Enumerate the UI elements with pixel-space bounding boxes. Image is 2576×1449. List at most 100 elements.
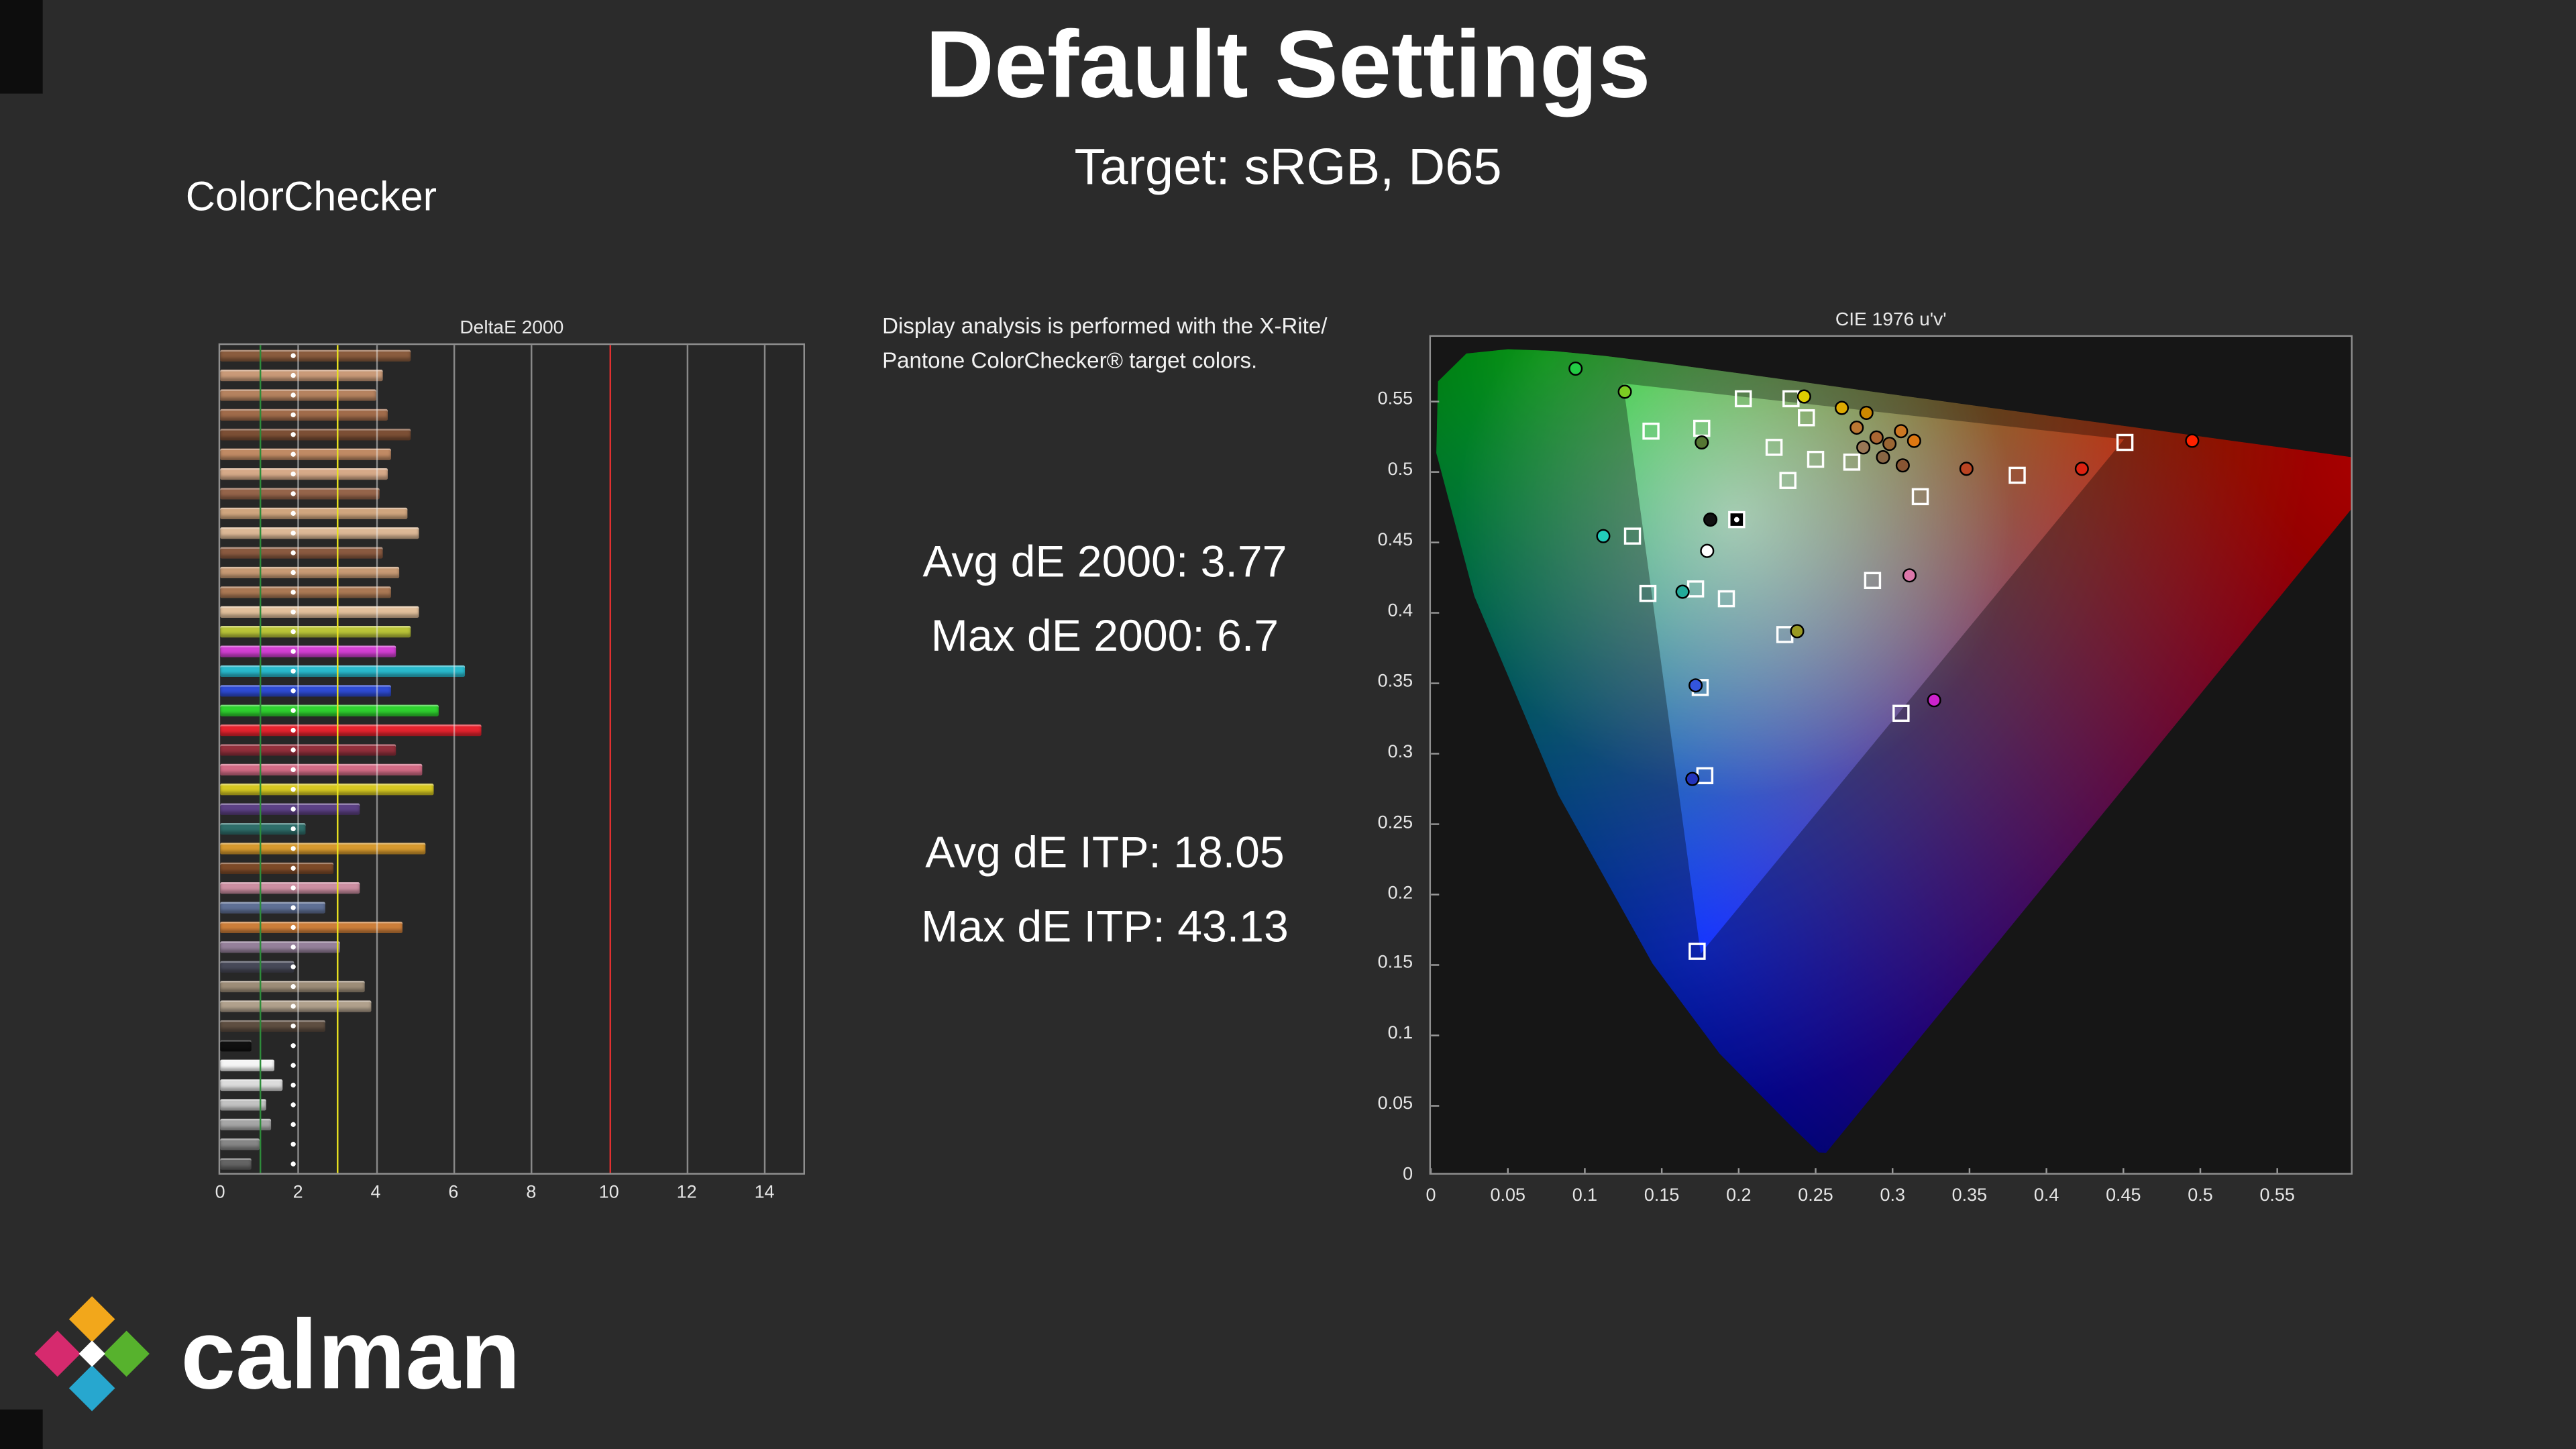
deltae-bar <box>220 526 419 539</box>
bar-marker-dot <box>291 963 297 969</box>
page-subtitle: Target: sRGB, D65 <box>1074 138 1502 196</box>
target-square <box>1623 527 1642 545</box>
deltae-bar <box>220 704 438 716</box>
out-of-gamut-dim-overlay <box>1436 349 2351 1153</box>
cie-data-points <box>1568 361 2200 960</box>
deltae-bar <box>220 605 419 617</box>
deltae2000-plot <box>218 343 806 1175</box>
deltae-bar <box>220 881 360 894</box>
analysis-note-line2: Pantone ColorChecker® target colors. <box>882 348 1258 373</box>
y-tick-label: 0.5 <box>1387 460 1413 480</box>
bar-marker-dot <box>291 943 297 949</box>
bar-marker-dot <box>291 747 297 752</box>
bar-marker-dot <box>291 608 297 614</box>
bar-marker-dot <box>291 806 297 811</box>
logo-diamond-top <box>68 1296 115 1342</box>
reference-line <box>337 345 339 1173</box>
measurement-dot <box>1596 529 1611 543</box>
x-tick-label: 0.1 <box>1572 1186 1598 1206</box>
bar-marker-dot <box>291 845 297 851</box>
measurement-dot <box>1617 384 1632 399</box>
measurement-dot <box>1834 400 1849 415</box>
calman-logo-text: calman <box>180 1298 521 1409</box>
corner-accent-top-left <box>0 0 43 94</box>
bar-marker-dot <box>291 431 297 437</box>
deltae-bar <box>220 802 360 814</box>
x-tick-label: 10 <box>598 1183 619 1203</box>
deltae-bar <box>220 566 399 578</box>
bar-marker-dot <box>291 1022 297 1028</box>
gridline <box>764 345 767 1173</box>
deltae-bar <box>220 1137 260 1150</box>
bar-marker-dot <box>291 924 297 929</box>
y-tick-label: 0.3 <box>1387 742 1413 762</box>
bar-marker-dot <box>291 510 297 515</box>
deltae-bar <box>220 743 395 755</box>
bar-marker-dot <box>291 569 297 574</box>
deltae-bar <box>220 1157 252 1169</box>
gridline <box>531 345 533 1173</box>
page-title: Default Settings <box>925 11 1651 119</box>
y-tick-label: 0.4 <box>1387 601 1413 621</box>
avg-deitp-value: Avg dE ITP: 18.05 <box>925 828 1285 877</box>
bar-marker-dot <box>291 1161 297 1166</box>
bar-marker-dot <box>291 825 297 830</box>
logo-diamond-left <box>34 1330 81 1377</box>
target-square <box>2116 433 2134 451</box>
deltae-bar <box>220 1118 271 1130</box>
measurement-dot <box>1568 361 1583 376</box>
deltae-bar <box>220 408 388 420</box>
deltae-bar <box>220 901 325 913</box>
measurement-dot <box>1695 435 1709 450</box>
deltae-bar <box>220 920 403 932</box>
bar-marker-dot <box>291 865 297 870</box>
x-tick-label: 0.15 <box>1644 1186 1680 1206</box>
target-square <box>1798 409 1815 427</box>
bar-marker-dot <box>291 392 297 397</box>
measurement-dot <box>1849 420 1864 435</box>
colorchecker-label: ColorChecker <box>185 174 437 221</box>
bar-marker-dot <box>291 411 297 417</box>
deltae-bar <box>220 487 380 499</box>
target-square <box>1843 453 1861 471</box>
measurement-dot <box>1876 450 1890 465</box>
bar-marker-dot <box>291 707 297 712</box>
y-tick-label: 0.25 <box>1377 812 1413 833</box>
deltae-bar <box>220 506 407 519</box>
measurement-dot <box>1869 430 1884 445</box>
bar-marker-dot <box>291 470 297 476</box>
deltae-bar <box>220 782 434 795</box>
target-square <box>1892 704 1910 722</box>
x-tick-label: 2 <box>292 1183 303 1203</box>
deltae-bar <box>220 664 466 676</box>
bar-marker-dot <box>291 1102 297 1107</box>
analysis-note-line1: Display analysis is performed with the X… <box>882 313 1328 339</box>
bar-marker-dot <box>291 628 297 634</box>
analysis-note: Display analysis is performed with the X… <box>882 309 1375 378</box>
measurement-dot <box>2074 462 2089 476</box>
measurement-dot <box>1859 405 1874 420</box>
x-tick-label: 0 <box>215 1183 225 1203</box>
x-tick-label: 4 <box>370 1183 381 1203</box>
measurement-dot <box>1675 584 1690 599</box>
avg-de2000-value: Avg dE 2000: 3.77 <box>922 537 1287 587</box>
target-square <box>1639 584 1657 602</box>
deltae-bar <box>220 1078 282 1090</box>
deitp-metrics: Avg dE ITP: 18.05 Max dE ITP: 43.13 <box>830 816 1380 964</box>
deltae-bar <box>220 427 411 440</box>
max-deitp-value: Max dE ITP: 43.13 <box>921 902 1289 951</box>
bar-marker-dot <box>291 490 297 496</box>
x-tick-label: 6 <box>448 1183 459 1203</box>
bar-marker-dot <box>291 786 297 792</box>
y-tick-label: 0.05 <box>1377 1094 1413 1114</box>
bar-marker-dot <box>291 352 297 358</box>
deltae-bar <box>220 960 294 972</box>
deltae-bar <box>220 1098 267 1110</box>
y-tick-label: 0.15 <box>1377 953 1413 973</box>
deltae-bar <box>220 684 392 696</box>
reference-line <box>608 345 611 1173</box>
measurement-dot <box>1685 771 1700 786</box>
deltae-bar <box>220 1000 372 1012</box>
measurement-dot <box>2185 433 2200 448</box>
target-square <box>1642 422 1660 440</box>
